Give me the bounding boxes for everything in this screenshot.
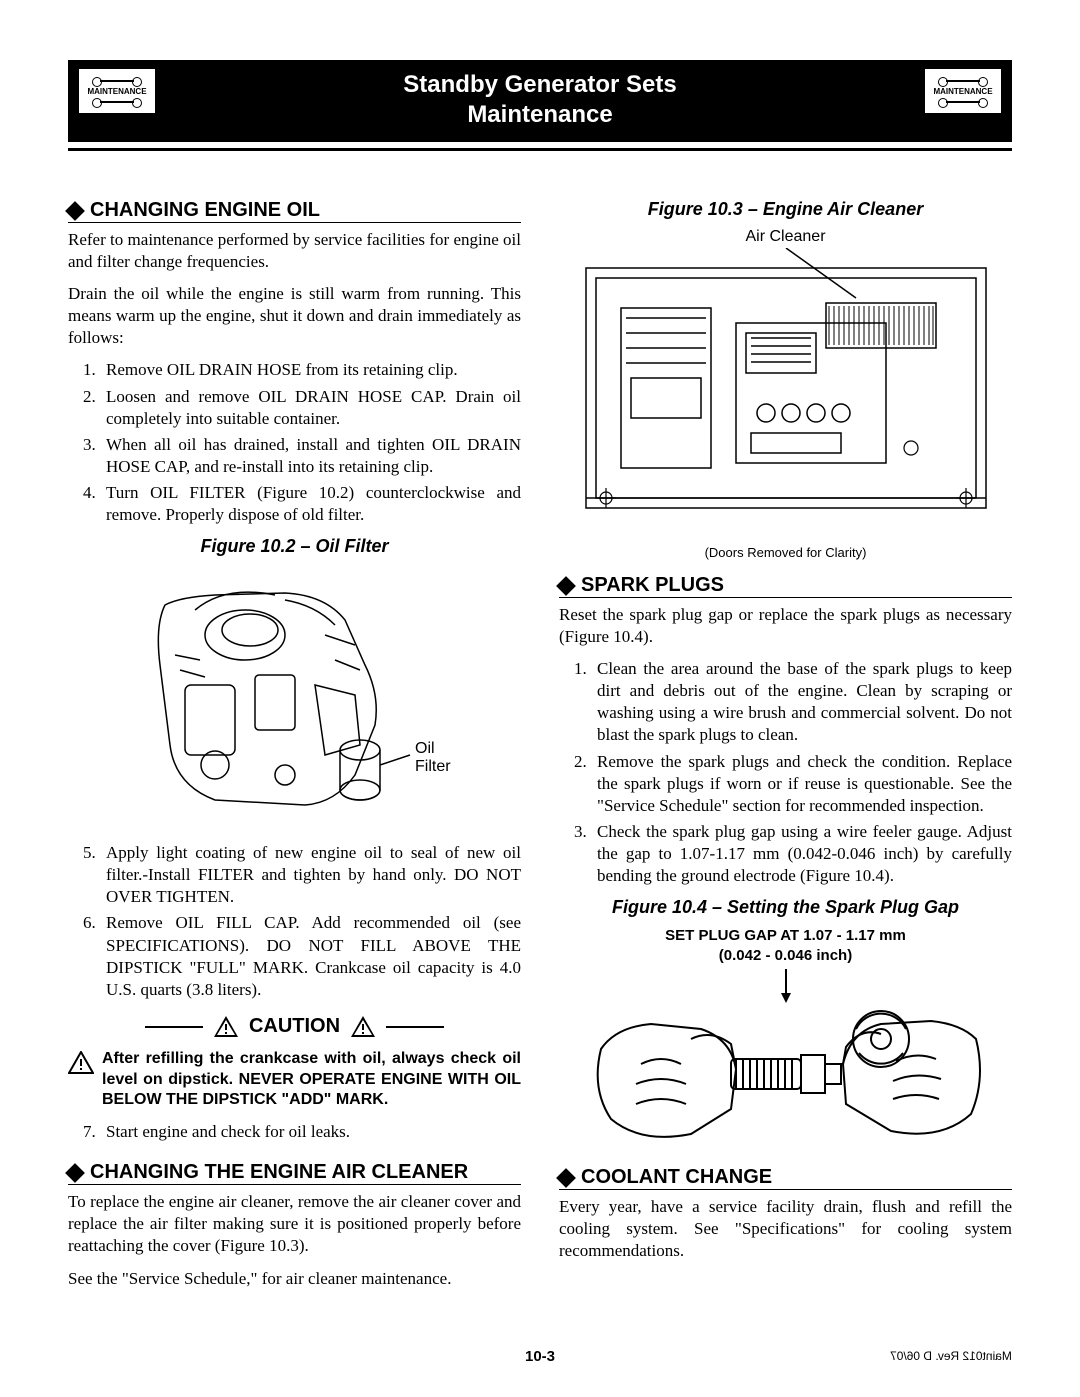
list-item: Apply light coating of new engine oil to…: [100, 842, 521, 908]
maintenance-badge-right: MAINTENANCE: [924, 68, 1002, 114]
caution-banner: CAUTION: [68, 1015, 521, 1039]
heading-text: SPARK PLUGS: [581, 574, 724, 597]
header-title-line2: Maintenance: [467, 101, 612, 128]
para: Reset the spark plug gap or replace the …: [559, 604, 1012, 648]
diamond-icon: [65, 201, 85, 221]
badge-text: MAINTENANCE: [933, 87, 992, 96]
figure-caption: Figure 10.4 – Setting the Spark Plug Gap: [559, 897, 1012, 918]
air-cleaner-diagram: [566, 248, 1006, 528]
para: See the "Service Schedule," for air clea…: [68, 1268, 521, 1290]
revision-text: Maint012 Rev. D 06/07: [890, 1349, 1012, 1363]
para: Every year, have a service facility drai…: [559, 1196, 1012, 1262]
oil-filter-label-line2: Filter: [415, 758, 451, 775]
heading-text: CHANGING ENGINE OIL: [90, 199, 320, 222]
figure-caption: Figure 10.3 – Engine Air Cleaner: [559, 199, 1012, 220]
badge-text: MAINTENANCE: [87, 87, 146, 96]
wrench-icon: [938, 77, 988, 85]
wrench-icon: [92, 77, 142, 85]
list-item: Remove OIL DRAIN HOSE from its retaining…: [100, 359, 521, 381]
list-item: Clean the area around the base of the sp…: [591, 658, 1012, 746]
list-item: Remove the spark plugs and check the con…: [591, 751, 1012, 817]
wrench-icon: [938, 98, 988, 106]
page-footer: 10-3 Maint012 Rev. D 06/07: [68, 1349, 1012, 1363]
diamond-icon: [556, 1168, 576, 1188]
left-column: CHANGING ENGINE OIL Refer to maintenance…: [68, 199, 521, 1300]
figure-10-4: [559, 969, 1012, 1154]
list-item: When all oil has drained, install and ti…: [100, 434, 521, 478]
para: Drain the oil while the engine is still …: [68, 283, 521, 349]
spark-plug-diagram: [581, 969, 991, 1149]
heading-changing-oil: CHANGING ENGINE OIL: [68, 199, 521, 223]
content-columns: CHANGING ENGINE OIL Refer to maintenance…: [68, 199, 1012, 1300]
warning-triangle-icon: [213, 1015, 239, 1039]
figure-10-2: Oil Filter: [68, 565, 521, 830]
caution-label: CAUTION: [249, 1015, 340, 1038]
figure-caption: Figure 10.2 – Oil Filter: [68, 536, 521, 557]
oil-filter-diagram: Oil Filter: [125, 565, 465, 825]
header-title: Standby Generator Sets Maintenance: [68, 70, 1012, 130]
page-number: 10-3: [525, 1348, 555, 1365]
doors-removed-note: (Doors Removed for Clarity): [559, 545, 1012, 560]
air-cleaner-label: Air Cleaner: [559, 228, 1012, 246]
ordered-list-2: Apply light coating of new engine oil to…: [68, 842, 521, 1001]
list-item: Loosen and remove OIL DRAIN HOSE CAP. Dr…: [100, 386, 521, 430]
warning-triangle-icon: [350, 1015, 376, 1039]
spark-label-l1: SET PLUG GAP AT 1.07 - 1.17 mm: [665, 927, 906, 944]
warning-triangle-icon: [68, 1051, 94, 1075]
figure-10-3: [559, 248, 1012, 533]
header-rule: [68, 148, 1012, 151]
caution-text: After refilling the crankcase with oil, …: [68, 1049, 521, 1111]
heading-text: COOLANT CHANGE: [581, 1166, 772, 1189]
spark-gap-label: SET PLUG GAP AT 1.07 - 1.17 mm (0.042 - …: [559, 926, 1012, 965]
maintenance-badge-left: MAINTENANCE: [78, 68, 156, 114]
heading-air-cleaner: CHANGING THE ENGINE AIR CLEANER: [68, 1161, 521, 1185]
heading-spark-plugs: SPARK PLUGS: [559, 574, 1012, 598]
wrench-icon: [92, 98, 142, 106]
list-item: Start engine and check for oil leaks.: [100, 1121, 521, 1143]
list-item: Turn OIL FILTER (Figure 10.2) counterclo…: [100, 482, 521, 526]
list-item: Remove OIL FILL CAP. Add recommended oil…: [100, 912, 521, 1000]
page-header: MAINTENANCE Standby Generator Sets Maint…: [68, 60, 1012, 142]
right-column: Figure 10.3 – Engine Air Cleaner Air Cle…: [559, 199, 1012, 1300]
para: To replace the engine air cleaner, remov…: [68, 1191, 521, 1257]
caution-body: After refilling the crankcase with oil, …: [102, 1049, 521, 1111]
oil-filter-label-line1: Oil: [415, 740, 435, 757]
heading-text: CHANGING THE ENGINE AIR CLEANER: [90, 1161, 468, 1184]
ordered-list-spark: Clean the area around the base of the sp…: [559, 658, 1012, 887]
spark-label-l2: (0.042 - 0.046 inch): [719, 947, 852, 964]
ordered-list-1: Remove OIL DRAIN HOSE from its retaining…: [68, 359, 521, 526]
para: Refer to maintenance performed by servic…: [68, 229, 521, 273]
diamond-icon: [556, 576, 576, 596]
heading-coolant: COOLANT CHANGE: [559, 1166, 1012, 1190]
list-item: Check the spark plug gap using a wire fe…: [591, 821, 1012, 887]
diamond-icon: [65, 1163, 85, 1183]
ordered-list-3: Start engine and check for oil leaks.: [68, 1121, 521, 1143]
header-title-line1: Standby Generator Sets: [403, 71, 676, 98]
